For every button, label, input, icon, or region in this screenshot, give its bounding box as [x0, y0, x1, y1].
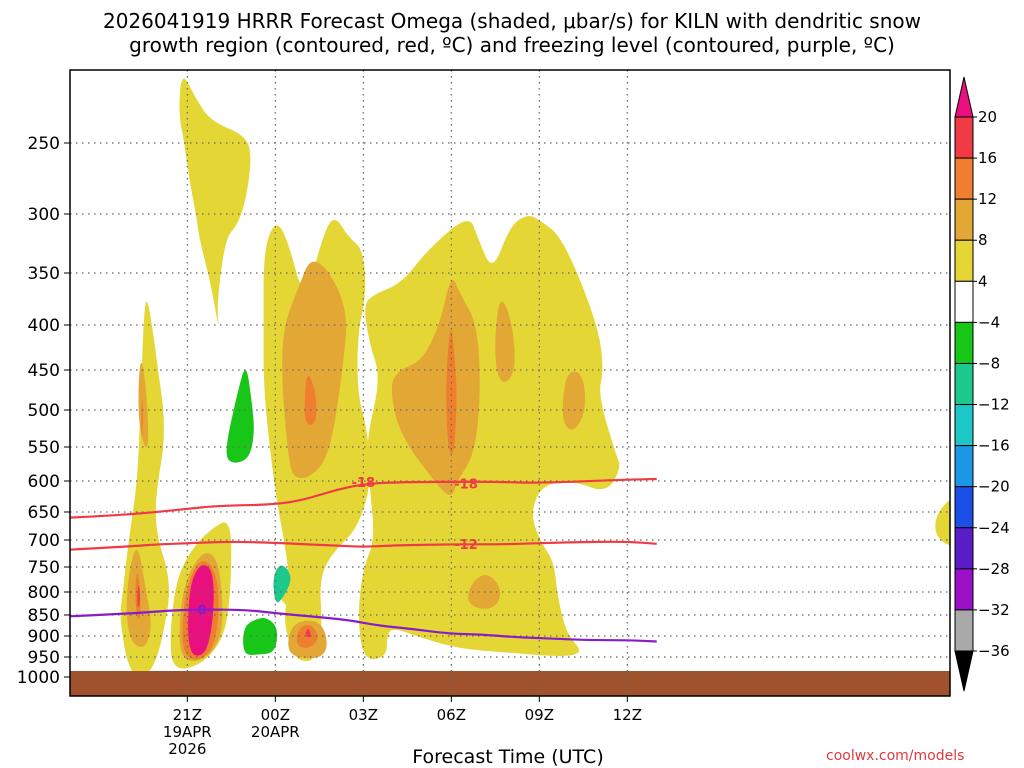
x-tick-date-21Z: 19APR	[163, 723, 212, 741]
x-tick-label-00Z: 00Z	[261, 706, 290, 724]
y-tick-label-600: 600	[28, 472, 60, 492]
y-tick-label-750: 750	[28, 558, 60, 578]
colorbar-box-4	[954, 280, 974, 323]
contour-label-1-0: -12	[454, 538, 478, 553]
omega-shading	[70, 78, 950, 696]
contour-label-0-1: -18	[454, 477, 478, 492]
omega-region-y8-26	[562, 371, 586, 430]
y-axis: 2503003504004505005506006507007508008509…	[17, 134, 70, 688]
omega-region-r16-19	[305, 629, 311, 638]
x-tick-date-00Z: 20APR	[251, 723, 300, 741]
contour-line-m18	[70, 477, 657, 519]
chart-title-line2: growth region (contoured, red, ºC) and f…	[129, 33, 895, 57]
colorbar-label-5: −4	[978, 313, 1000, 331]
omega-region-g4-12	[243, 618, 278, 655]
plot-frame	[69, 69, 951, 697]
omega-region-o12-23	[446, 330, 457, 454]
colorbar-label-3: 8	[978, 231, 988, 249]
contour-label-2-0: 0	[197, 603, 206, 618]
colorbar-box-5	[954, 321, 974, 364]
colorbar-box-6	[954, 362, 974, 406]
x-tick-year-21Z: 2026	[168, 740, 206, 758]
y-tick-label-550: 550	[28, 438, 60, 458]
y-tick-label-500: 500	[28, 401, 60, 421]
colorbar-label-2: 12	[978, 190, 997, 208]
colorbar-label-6: −8	[978, 354, 1000, 372]
colorbar-box-8	[954, 445, 974, 488]
colorbar-box-10	[954, 527, 974, 570]
colorbar-label-4: 4	[978, 272, 988, 290]
colorbar-bottom-arrow	[954, 650, 974, 692]
y-tick-label-950: 950	[28, 648, 60, 668]
colorbar-box-7	[954, 404, 974, 447]
colorbar-box-12	[954, 609, 974, 652]
colorbar: 20 16 12 8 4 −4 −8 −12 −16 −20 −24 −28 −32 −36	[954, 76, 1010, 692]
omega-region-t8-20	[273, 565, 291, 603]
colorbar-label-7: −12	[978, 396, 1010, 414]
chart-title-line1: 2026041919 HRRR Forecast Omega (shaded, …	[102, 9, 921, 33]
y-tick-label-1000: 1000	[17, 668, 60, 688]
colorbar-label-1: 16	[978, 149, 997, 167]
y-tick-label-450: 450	[28, 361, 60, 381]
omega-region-r16-3	[137, 585, 140, 608]
y-tick-label-250: 250	[28, 134, 60, 154]
y-tick-label-900: 900	[28, 627, 60, 647]
y-tick-label-300: 300	[28, 205, 60, 225]
x-axis-label: Forecast Time (UTC)	[412, 746, 604, 768]
colorbar-top-arrow	[954, 76, 974, 118]
x-tick-label-21Z: 21Z	[173, 706, 202, 724]
omega-region-y8-4	[138, 362, 149, 447]
colorbar-label-10: −24	[978, 519, 1010, 537]
colorbar-label-8: −16	[978, 437, 1010, 455]
omega-region-y8-25	[495, 301, 515, 382]
omega-region-o12-5	[141, 399, 143, 437]
y-tick-label-400: 400	[28, 316, 60, 336]
y-tick-label-700: 700	[28, 531, 60, 551]
omega-region-y4-21	[358, 215, 620, 660]
omega-region-y4-27	[935, 499, 950, 546]
omega-region-o12-16	[304, 376, 317, 425]
colorbar-label-9: −20	[978, 478, 1010, 496]
omega-region-g4-11	[226, 370, 254, 463]
contour-line-m12	[70, 540, 657, 551]
colorbar-box-3	[954, 239, 974, 282]
colorbar-label-12: −32	[978, 601, 1010, 619]
colorbar-label-0: 20	[978, 108, 997, 126]
x-tick-label-06Z: 06Z	[437, 706, 466, 724]
contour-label-0-0: -18	[352, 476, 376, 491]
omega-region-y8-22	[391, 280, 480, 495]
grid	[70, 70, 950, 696]
contours: -18 -18 -12 0	[70, 476, 657, 643]
ground-surface	[70, 671, 950, 696]
colorbar-box-2	[954, 198, 974, 241]
y-tick-label-850: 850	[28, 606, 60, 626]
y-tick-label-350: 350	[28, 264, 60, 284]
colorbar-label-11: −28	[978, 560, 1010, 578]
colorbar-box-1	[954, 157, 974, 200]
site-credit: coolwx.com/models	[826, 748, 965, 764]
omega-region-y8-15	[282, 261, 347, 479]
colorbar-box-0	[954, 116, 974, 159]
y-tick-label-650: 650	[28, 503, 60, 523]
colorbar-box-11	[954, 568, 974, 611]
colorbar-label-13: −36	[978, 642, 1010, 660]
colorbar-box-9	[954, 486, 974, 529]
contour-line-0	[70, 608, 657, 643]
y-tick-label-800: 800	[28, 583, 60, 603]
x-tick-label-12Z: 12Z	[613, 706, 642, 724]
x-tick-label-03Z: 03Z	[349, 706, 378, 724]
omega-region-y4-10	[179, 78, 251, 325]
x-tick-label-09Z: 09Z	[525, 706, 554, 724]
